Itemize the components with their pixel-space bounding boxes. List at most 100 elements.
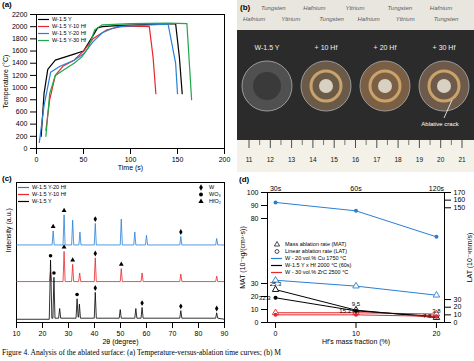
svg-text:LAT (10⁻³mm/s): LAT (10⁻³mm/s) <box>466 233 474 283</box>
svg-text:1800: 1800 <box>12 35 28 42</box>
svg-text:90: 90 <box>221 330 229 337</box>
svg-text:3.8: 3.8 <box>432 308 441 314</box>
svg-text:0: 0 <box>274 330 278 337</box>
svg-text:25.3: 25.3 <box>270 281 282 287</box>
svg-text:150: 150 <box>454 204 466 211</box>
svg-text:20: 20 <box>39 330 47 337</box>
html-text:W: W <box>209 184 215 190</box>
html-text:W-1.5 Y-10 Hf: W-1.5 Y-10 Hf <box>52 23 87 29</box>
svg-text:10: 10 <box>454 311 462 318</box>
svg-text:10: 10 <box>251 306 259 313</box>
svg-text:Tungsten: Tungsten <box>388 5 413 11</box>
svg-text:0: 0 <box>24 145 28 152</box>
svg-text:Ablative crack: Ablative crack <box>421 121 459 127</box>
svg-text:2200: 2200 <box>12 11 28 18</box>
svg-text:20: 20 <box>454 303 462 310</box>
svg-text:Yttrium: Yttrium <box>281 16 300 22</box>
html-text:WO₃: WO₃ <box>209 191 221 197</box>
svg-text:30: 30 <box>251 280 259 287</box>
svg-text:20: 20 <box>437 156 445 163</box>
svg-text:Yttrium: Yttrium <box>396 16 415 22</box>
svg-text:15: 15 <box>331 156 339 163</box>
svg-text:18: 18 <box>394 156 402 163</box>
svg-text:20: 20 <box>433 330 441 337</box>
html-text:W-1.5 Y-20 Hf: W-1.5 Y-20 Hf <box>32 184 67 190</box>
html-text:W-1.5 Y-10 Hf: W-1.5 Y-10 Hf <box>32 191 67 197</box>
svg-text:80: 80 <box>195 330 203 337</box>
html-text:Figure 4. Analysis of the abla: Figure 4. Analysis of the ablated surfac… <box>2 348 281 357</box>
svg-text:200: 200 <box>219 156 231 163</box>
svg-text:70: 70 <box>169 330 177 337</box>
svg-text:100: 100 <box>125 156 137 163</box>
svg-text:11: 11 <box>246 156 253 163</box>
svg-text:800: 800 <box>16 96 28 103</box>
html-text:(c): (c) <box>2 174 12 183</box>
svg-text:MAT (10⁻³g/(cm²·s)): MAT (10⁻³g/(cm²·s)) <box>239 226 247 289</box>
svg-text:Yttrium: Yttrium <box>345 5 364 11</box>
svg-text:0: 0 <box>35 156 39 163</box>
svg-text:Tungsten: Tungsten <box>434 16 459 22</box>
svg-text:1600: 1600 <box>12 47 28 54</box>
svg-text:14: 14 <box>309 156 317 163</box>
svg-text:Hafnium: Hafnium <box>303 5 325 11</box>
svg-text:Hf's mass fraction (%): Hf's mass fraction (%) <box>322 338 390 346</box>
html-text:W-1.5 Y-20 Hf: W-1.5 Y-20 Hf <box>52 30 87 36</box>
svg-text:160: 160 <box>454 196 466 203</box>
html-text:(a): (a) <box>2 0 12 9</box>
svg-text:9.5: 9.5 <box>352 301 361 307</box>
svg-text:19: 19 <box>416 156 424 163</box>
svg-text:30: 30 <box>65 330 73 337</box>
svg-text:Tungsten: Tungsten <box>261 5 286 11</box>
svg-text:12: 12 <box>267 156 275 163</box>
svg-text:1000: 1000 <box>12 84 28 91</box>
svg-text:Hafnium: Hafnium <box>358 16 380 22</box>
svg-text:17: 17 <box>373 156 381 163</box>
svg-text:W-1.5 Y: W-1.5 Y <box>254 44 279 51</box>
svg-text:600: 600 <box>16 108 28 115</box>
html-text:W-1.5 Y: W-1.5 Y <box>52 16 72 22</box>
svg-text:120s: 120s <box>429 185 445 192</box>
svg-text:400: 400 <box>16 120 28 127</box>
svg-text:2000: 2000 <box>12 23 28 30</box>
svg-text:100: 100 <box>247 189 259 196</box>
svg-text:1400: 1400 <box>12 59 28 66</box>
svg-text:+ 20 Hf: + 20 Hf <box>374 44 397 51</box>
html-text:W-1.5 Y: W-1.5 Y <box>32 198 52 204</box>
svg-text:21: 21 <box>458 156 466 163</box>
svg-text:150: 150 <box>172 156 184 163</box>
svg-text:Hafnium: Hafnium <box>243 16 265 22</box>
svg-text:10: 10 <box>13 330 21 337</box>
svg-text:0: 0 <box>454 319 458 326</box>
svg-text:Time (s): Time (s) <box>118 164 143 172</box>
svg-text:170: 170 <box>454 189 466 196</box>
svg-text:Hafnium: Hafnium <box>430 5 452 11</box>
html-text:W-1.5 Y-30 Hf: W-1.5 Y-30 Hf <box>52 37 87 43</box>
html-text:(d): (d) <box>239 175 250 184</box>
svg-text:200: 200 <box>16 133 28 140</box>
svg-text:16: 16 <box>352 156 360 163</box>
svg-text:(b): (b) <box>240 3 251 12</box>
svg-text:0: 0 <box>255 319 259 326</box>
svg-text:20: 20 <box>251 293 259 300</box>
svg-text:Intensity (a.u.): Intensity (a.u.) <box>5 208 13 252</box>
svg-text:80: 80 <box>251 215 259 222</box>
svg-text:50: 50 <box>117 330 125 337</box>
svg-text:1200: 1200 <box>12 72 28 79</box>
svg-text:Tungsten: Tungsten <box>319 16 344 22</box>
svg-text:60s: 60s <box>350 185 362 192</box>
svg-text:40: 40 <box>91 330 99 337</box>
svg-text:Temperature (°C): Temperature (°C) <box>2 55 10 109</box>
svg-text:30: 30 <box>454 296 462 303</box>
svg-text:+ 30 Hf: + 30 Hf <box>433 44 456 51</box>
svg-text:13: 13 <box>288 156 296 163</box>
svg-text:50: 50 <box>80 156 88 163</box>
svg-text:90: 90 <box>251 202 259 209</box>
svg-text:30s: 30s <box>270 185 282 192</box>
svg-text:2θ (degree): 2θ (degree) <box>102 338 138 346</box>
svg-text:32.3: 32.3 <box>259 295 271 301</box>
svg-text:7.8: 7.8 <box>423 313 432 319</box>
svg-text:60: 60 <box>143 330 151 337</box>
svg-text:10: 10 <box>352 330 360 337</box>
svg-text:+ 10 Hf: + 10 Hf <box>315 44 338 51</box>
svg-text:15.2: 15.2 <box>339 308 351 314</box>
